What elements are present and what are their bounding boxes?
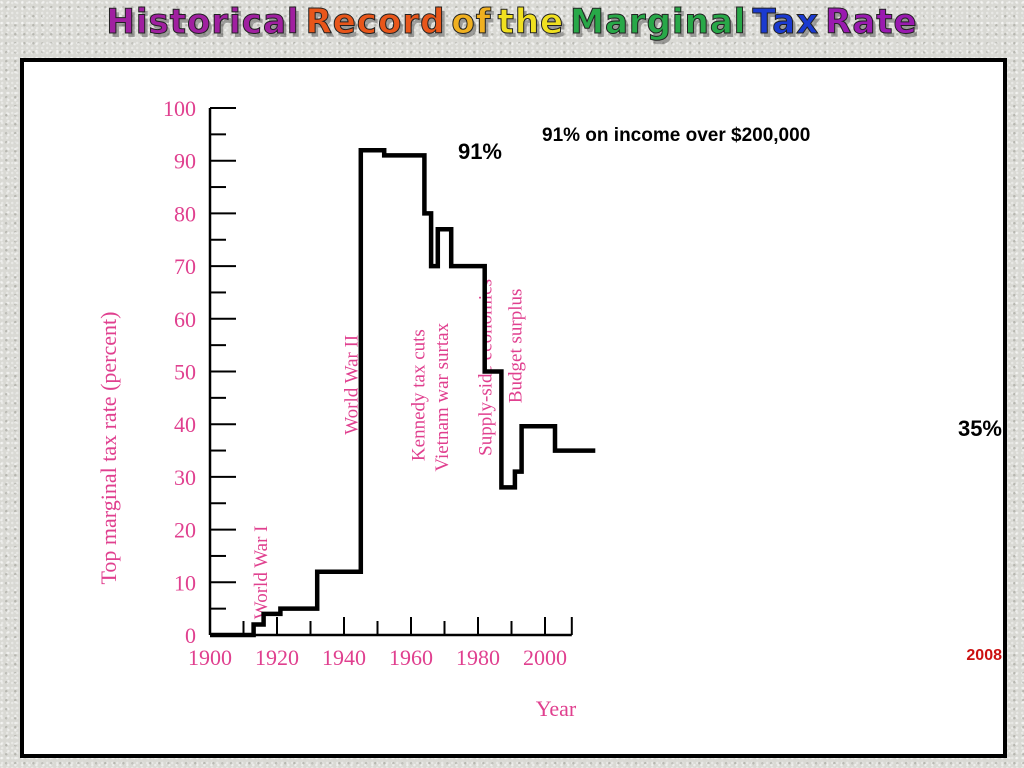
current-year-label: 2008: [966, 647, 1002, 664]
peak-note-label: 91% on income over $200,000: [542, 125, 810, 146]
x-tick-label: 1980: [456, 645, 500, 670]
y-tick-label: 10: [174, 570, 196, 595]
x-tick-label: 1920: [255, 645, 299, 670]
y-tick-label: 30: [174, 465, 196, 490]
series-line-top-marginal-rate: [210, 147, 596, 638]
y-axis-title: Top marginal tax rate (percent): [96, 312, 121, 585]
event-label: World War II: [341, 335, 362, 435]
x-axis-title: Year: [536, 696, 577, 721]
y-tick-label: 70: [174, 254, 196, 279]
title-word: Marginal: [570, 2, 747, 43]
x-tick-label: 1900: [188, 645, 232, 670]
title-word: Historical: [106, 2, 300, 43]
current-value-label: 35%: [958, 416, 1002, 441]
y-tick-label: 100: [163, 96, 196, 121]
event-label: Vietnam war surtax: [432, 322, 453, 471]
y-tick-label: 80: [174, 201, 196, 226]
x-tick-label: 1940: [322, 645, 366, 670]
y-tick-label: 20: [174, 518, 196, 543]
y-tick-label: 40: [174, 412, 196, 437]
title-word: Tax: [752, 2, 820, 43]
title-word: Record: [305, 2, 446, 43]
title-word: the: [497, 2, 565, 43]
title-word: Rate: [825, 2, 918, 43]
chart-frame: 0 10 20 30 40 50 60 70 80 90 100 1900 1920 1940 1960 19…: [20, 58, 1007, 758]
y-tick-label: 90: [174, 149, 196, 174]
peak-value-label: 91%: [458, 139, 502, 164]
y-tick-label: 60: [174, 307, 196, 332]
x-tick-label: 2000: [523, 645, 567, 670]
y-tick-label: 50: [174, 360, 196, 385]
chart-axes: 0 10 20 30 40 50 60 70 80 90 100 1900 1920 1940 1960 19…: [163, 96, 573, 670]
slide-title: Historical Record of the Marginal Tax Rate: [0, 2, 1024, 43]
x-tick-label: 1960: [389, 645, 433, 670]
title-word: of: [451, 2, 492, 43]
tax-rate-chart: 0 10 20 30 40 50 60 70 80 90 100 1900 1920 1940 1960 19…: [96, 96, 1002, 721]
event-label: Budget surplus: [506, 289, 527, 404]
event-label: Kennedy tax cuts: [408, 329, 429, 461]
y-tick-label: 0: [185, 623, 196, 648]
event-label: World War I: [251, 526, 272, 620]
